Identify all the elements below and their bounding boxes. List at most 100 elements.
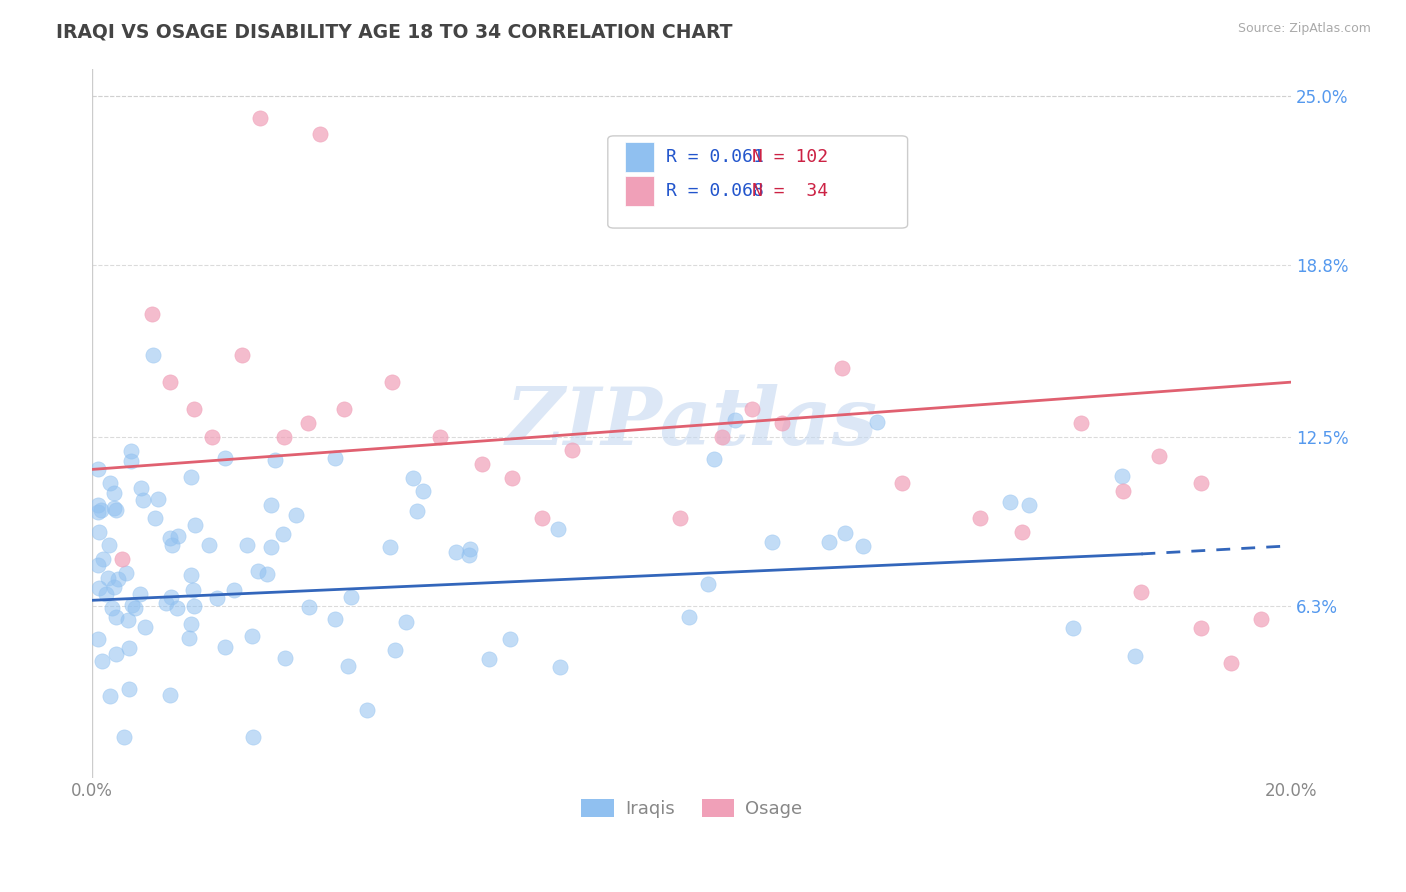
Point (273, 430, 295, 444)
Legend: Iraqis, Osage: Iraqis, Osage (574, 791, 810, 825)
Point (155, 596, 177, 610)
Point (1130, 585, 1153, 599)
Point (236, 538, 259, 552)
Point (271, 527, 294, 541)
Point (128, 587, 150, 601)
Point (87, 558, 110, 572)
Point (159, 689, 181, 703)
Point (159, 532, 181, 546)
Point (96, 587, 118, 601)
Point (180, 469, 202, 483)
Point (1149, 449, 1171, 463)
Text: N =  34: N = 34 (752, 182, 828, 200)
Point (166, 600, 188, 615)
Point (471, 457, 494, 471)
Point (162, 538, 184, 552)
Point (501, 470, 523, 484)
Point (201, 430, 224, 444)
Point (458, 541, 481, 556)
Point (231, 348, 253, 362)
Point (103, 500, 125, 515)
Point (214, 640, 236, 654)
Point (180, 617, 202, 632)
Point (633, 184, 655, 198)
Point (1111, 469, 1133, 483)
Point (121, 599, 143, 613)
Point (703, 451, 725, 466)
Point (160, 590, 183, 604)
Point (111, 552, 134, 566)
Point (298, 599, 321, 614)
Point (969, 511, 991, 525)
Point (90, 503, 112, 517)
Text: IRAQI VS OSAGE DISABILITY AGE 18 TO 34 CORRELATION CHART: IRAQI VS OSAGE DISABILITY AGE 18 TO 34 C… (56, 22, 733, 41)
Point (242, 730, 264, 744)
Point (118, 641, 141, 656)
Point (120, 454, 142, 468)
Point (297, 416, 319, 430)
Bar (626, 142, 654, 172)
Point (710, 430, 733, 444)
Text: ZIPatlas: ZIPatlas (506, 384, 877, 462)
Point (770, 416, 793, 430)
Point (104, 647, 127, 661)
Point (741, 402, 763, 417)
Point (198, 538, 221, 552)
Point (561, 443, 583, 458)
Point (124, 601, 146, 615)
Point (260, 498, 283, 512)
Point (146, 492, 169, 507)
Point (458, 549, 481, 563)
Point (852, 539, 875, 553)
Point (406, 504, 429, 518)
Point (1220, 656, 1243, 670)
Point (183, 402, 205, 417)
Point (259, 541, 281, 555)
Point (1123, 648, 1146, 663)
Point (412, 484, 434, 499)
Point (333, 402, 356, 417)
Point (247, 565, 270, 579)
Point (103, 580, 125, 594)
Point (114, 730, 136, 744)
Point (724, 413, 747, 427)
Point (256, 566, 278, 581)
Point (87, 581, 110, 595)
Point (381, 375, 404, 389)
Point (224, 582, 246, 597)
Point (115, 566, 138, 580)
Point (818, 535, 841, 549)
Point (1112, 484, 1135, 499)
Point (117, 613, 139, 627)
Point (356, 703, 378, 717)
Point (184, 518, 207, 533)
Point (890, 476, 912, 491)
Point (761, 535, 783, 549)
Point (678, 609, 700, 624)
Point (548, 660, 571, 674)
Point (118, 682, 141, 697)
Point (285, 508, 308, 522)
Point (97, 571, 120, 585)
Point (1070, 416, 1092, 430)
Point (340, 590, 363, 604)
Point (429, 430, 451, 444)
Point (444, 545, 467, 559)
Point (378, 540, 401, 554)
Point (1062, 620, 1084, 634)
Point (107, 572, 129, 586)
Point (87, 632, 110, 646)
Point (384, 643, 406, 657)
Text: Source: ZipAtlas.com: Source: ZipAtlas.com (1237, 22, 1371, 36)
Point (141, 307, 163, 321)
Text: R = 0.061: R = 0.061 (665, 148, 763, 166)
Point (1011, 525, 1033, 540)
Point (101, 601, 124, 615)
Point (87, 505, 110, 519)
Point (143, 511, 166, 525)
Point (132, 492, 155, 507)
Point (183, 599, 205, 613)
Point (240, 630, 263, 644)
Point (336, 658, 359, 673)
Point (103, 486, 125, 500)
